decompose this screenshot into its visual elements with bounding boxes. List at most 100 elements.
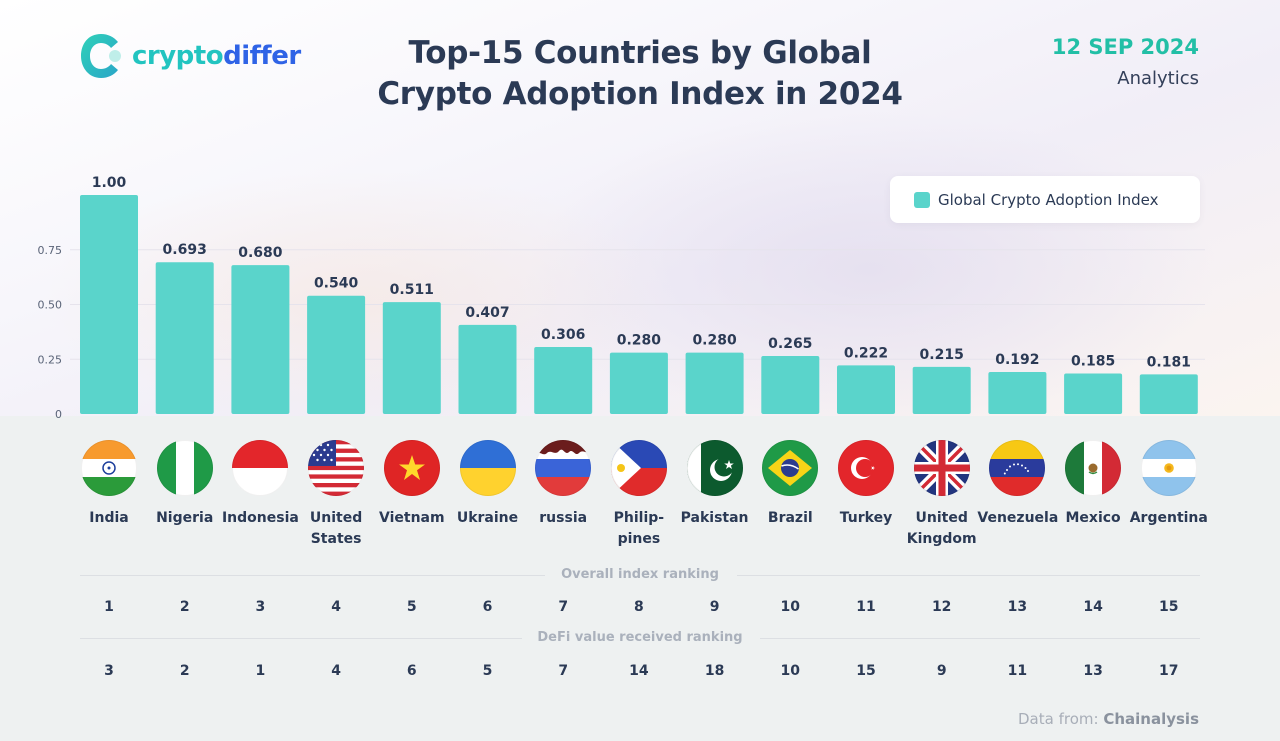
bar-value-label: 0.693 [163, 242, 207, 258]
y-axis-ticks: 0 0.25 0.50 0.75 [38, 244, 63, 421]
y-tick-label: 0.75 [38, 244, 63, 257]
defi-rank-cell: 15 [856, 663, 876, 679]
bar-value-label: 0.680 [238, 245, 283, 261]
country-label: russia [539, 510, 588, 526]
brand-logo: cryptodiffer [78, 30, 301, 82]
bar-united-states [307, 295, 366, 414]
bar-argentina [1139, 374, 1198, 414]
bar-turkey [837, 365, 895, 414]
country-label: Vietnam [379, 510, 445, 526]
country-label: Nigeria [156, 510, 214, 526]
bars-layer [80, 195, 1198, 414]
brand-name-part2: differ [223, 41, 301, 71]
defi-rank-cell: 5 [482, 663, 493, 679]
indonesia-flag-icon [232, 440, 289, 496]
usa-flag-icon [308, 440, 365, 496]
page-title: Top-15 Countries by Global Crypto Adopti… [340, 33, 940, 115]
uk-flag-icon [913, 440, 970, 496]
bar-value-label: 0.192 [995, 352, 1039, 368]
defi-rank-cell: 17 [1159, 663, 1179, 679]
brand-name: cryptodiffer [132, 41, 301, 71]
value-labels-layer: 1.00 0.693 0.680 0.540 0.511 0.407 0.306 0.280 0… [92, 175, 1191, 370]
bar-vietnam [382, 302, 441, 414]
bar-brazil [761, 355, 820, 414]
defi-rank-cell: 11 [1007, 663, 1028, 679]
ukraine-flag-icon [459, 440, 516, 496]
country-label: United States [309, 510, 363, 547]
russia-flag-icon [535, 440, 592, 496]
country-label: Turkey [839, 510, 893, 526]
pakistan-flag-icon [686, 440, 743, 496]
argentina-flag-icon [1140, 440, 1197, 496]
title-line-2: Crypto Adoption Index in 2024 [377, 76, 903, 112]
legend-label: Global Crypto Adoption Index [938, 190, 1159, 209]
defi-rank-cell: 2 [179, 663, 190, 679]
defi-rank-cell: 10 [780, 663, 801, 679]
overall-rank-cell: 11 [856, 599, 876, 615]
bar-value-label: 0.407 [465, 305, 509, 321]
bar-indonesia [231, 265, 290, 414]
overall-rank-cell: 1 [104, 599, 114, 615]
defi-rank-cell: 4 [331, 663, 341, 679]
overall-rank-cell: 7 [558, 599, 569, 615]
overall-rank-cell: 3 [255, 599, 266, 615]
bar-value-label: 0.280 [617, 333, 662, 349]
bar-pakistan [685, 352, 744, 414]
overall-rank-cell: 9 [709, 599, 720, 615]
defi-rank-cell: 13 [1083, 663, 1103, 679]
legend-swatch [914, 191, 930, 208]
divider-line [80, 575, 545, 576]
country-label: United Kingdom [906, 510, 977, 547]
divider-line [80, 638, 522, 639]
source-name: Chainalysis [1103, 710, 1199, 728]
overall-rank-cell: 8 [634, 599, 644, 615]
overall-rank-cell: 14 [1083, 599, 1103, 615]
bar-philippines [609, 352, 668, 414]
bar-value-label: 0.306 [541, 327, 585, 343]
chart-legend: Global Crypto Adoption Index [890, 176, 1200, 223]
overall-rank-cell: 12 [931, 599, 952, 615]
country-label: Ukraine [456, 510, 519, 526]
defi-ranking-label: DeFi value received ranking [537, 630, 743, 645]
country-label: Mexico [1065, 510, 1121, 526]
overall-rank-cell: 13 [1007, 599, 1028, 615]
data-source: Data from: Chainalysis [1018, 710, 1199, 728]
overall-rank-cell: 6 [482, 599, 493, 615]
bar-value-label: 0.265 [768, 336, 812, 352]
overall-rank-cell: 4 [331, 599, 341, 615]
bar-value-label: 1.00 [92, 175, 127, 191]
overall-rank-cell: 10 [780, 599, 801, 615]
publish-date: 12 SEP 2024 [1051, 35, 1199, 59]
overall-ranking-label: Overall index ranking [561, 567, 719, 582]
bar-value-label: 0.540 [314, 276, 359, 292]
bar-russia [534, 346, 593, 414]
country-label: Venezuela [977, 510, 1059, 526]
defi-rank-cell: 18 [704, 663, 725, 679]
defi-rank-cell: 6 [406, 663, 417, 679]
brand-name-part1: crypto [132, 41, 224, 71]
bar-venezuela [988, 371, 1047, 414]
y-tick-label: 0.25 [38, 353, 63, 366]
y-tick-label: 0.50 [38, 299, 63, 312]
bar-nigeria [155, 262, 214, 414]
brazil-flag-icon [762, 440, 819, 496]
source-prefix: Data from: [1018, 710, 1099, 728]
defi-rank-cell: 1 [255, 663, 266, 679]
overall-rank-cell: 5 [406, 599, 417, 615]
bar-india [80, 195, 138, 414]
defi-rank-cell: 14 [629, 663, 649, 679]
country-label: Indonesia [221, 510, 299, 526]
bar-value-label: 0.185 [1071, 353, 1115, 369]
divider-line [737, 575, 1200, 576]
bar-value-label: 0.511 [390, 282, 434, 298]
country-label: Pakistan [680, 510, 749, 526]
bar-value-label: 0.215 [920, 347, 964, 363]
nigeria-flag-icon [156, 440, 213, 496]
vietnam-flag-icon [383, 440, 440, 496]
bar-united-kingdom [912, 366, 971, 414]
defi-rank-cell: 7 [558, 663, 569, 679]
bar-value-label: 0.222 [844, 345, 888, 361]
bar-value-label: 0.181 [1147, 354, 1191, 370]
overall-rank-cell: 15 [1159, 599, 1179, 615]
